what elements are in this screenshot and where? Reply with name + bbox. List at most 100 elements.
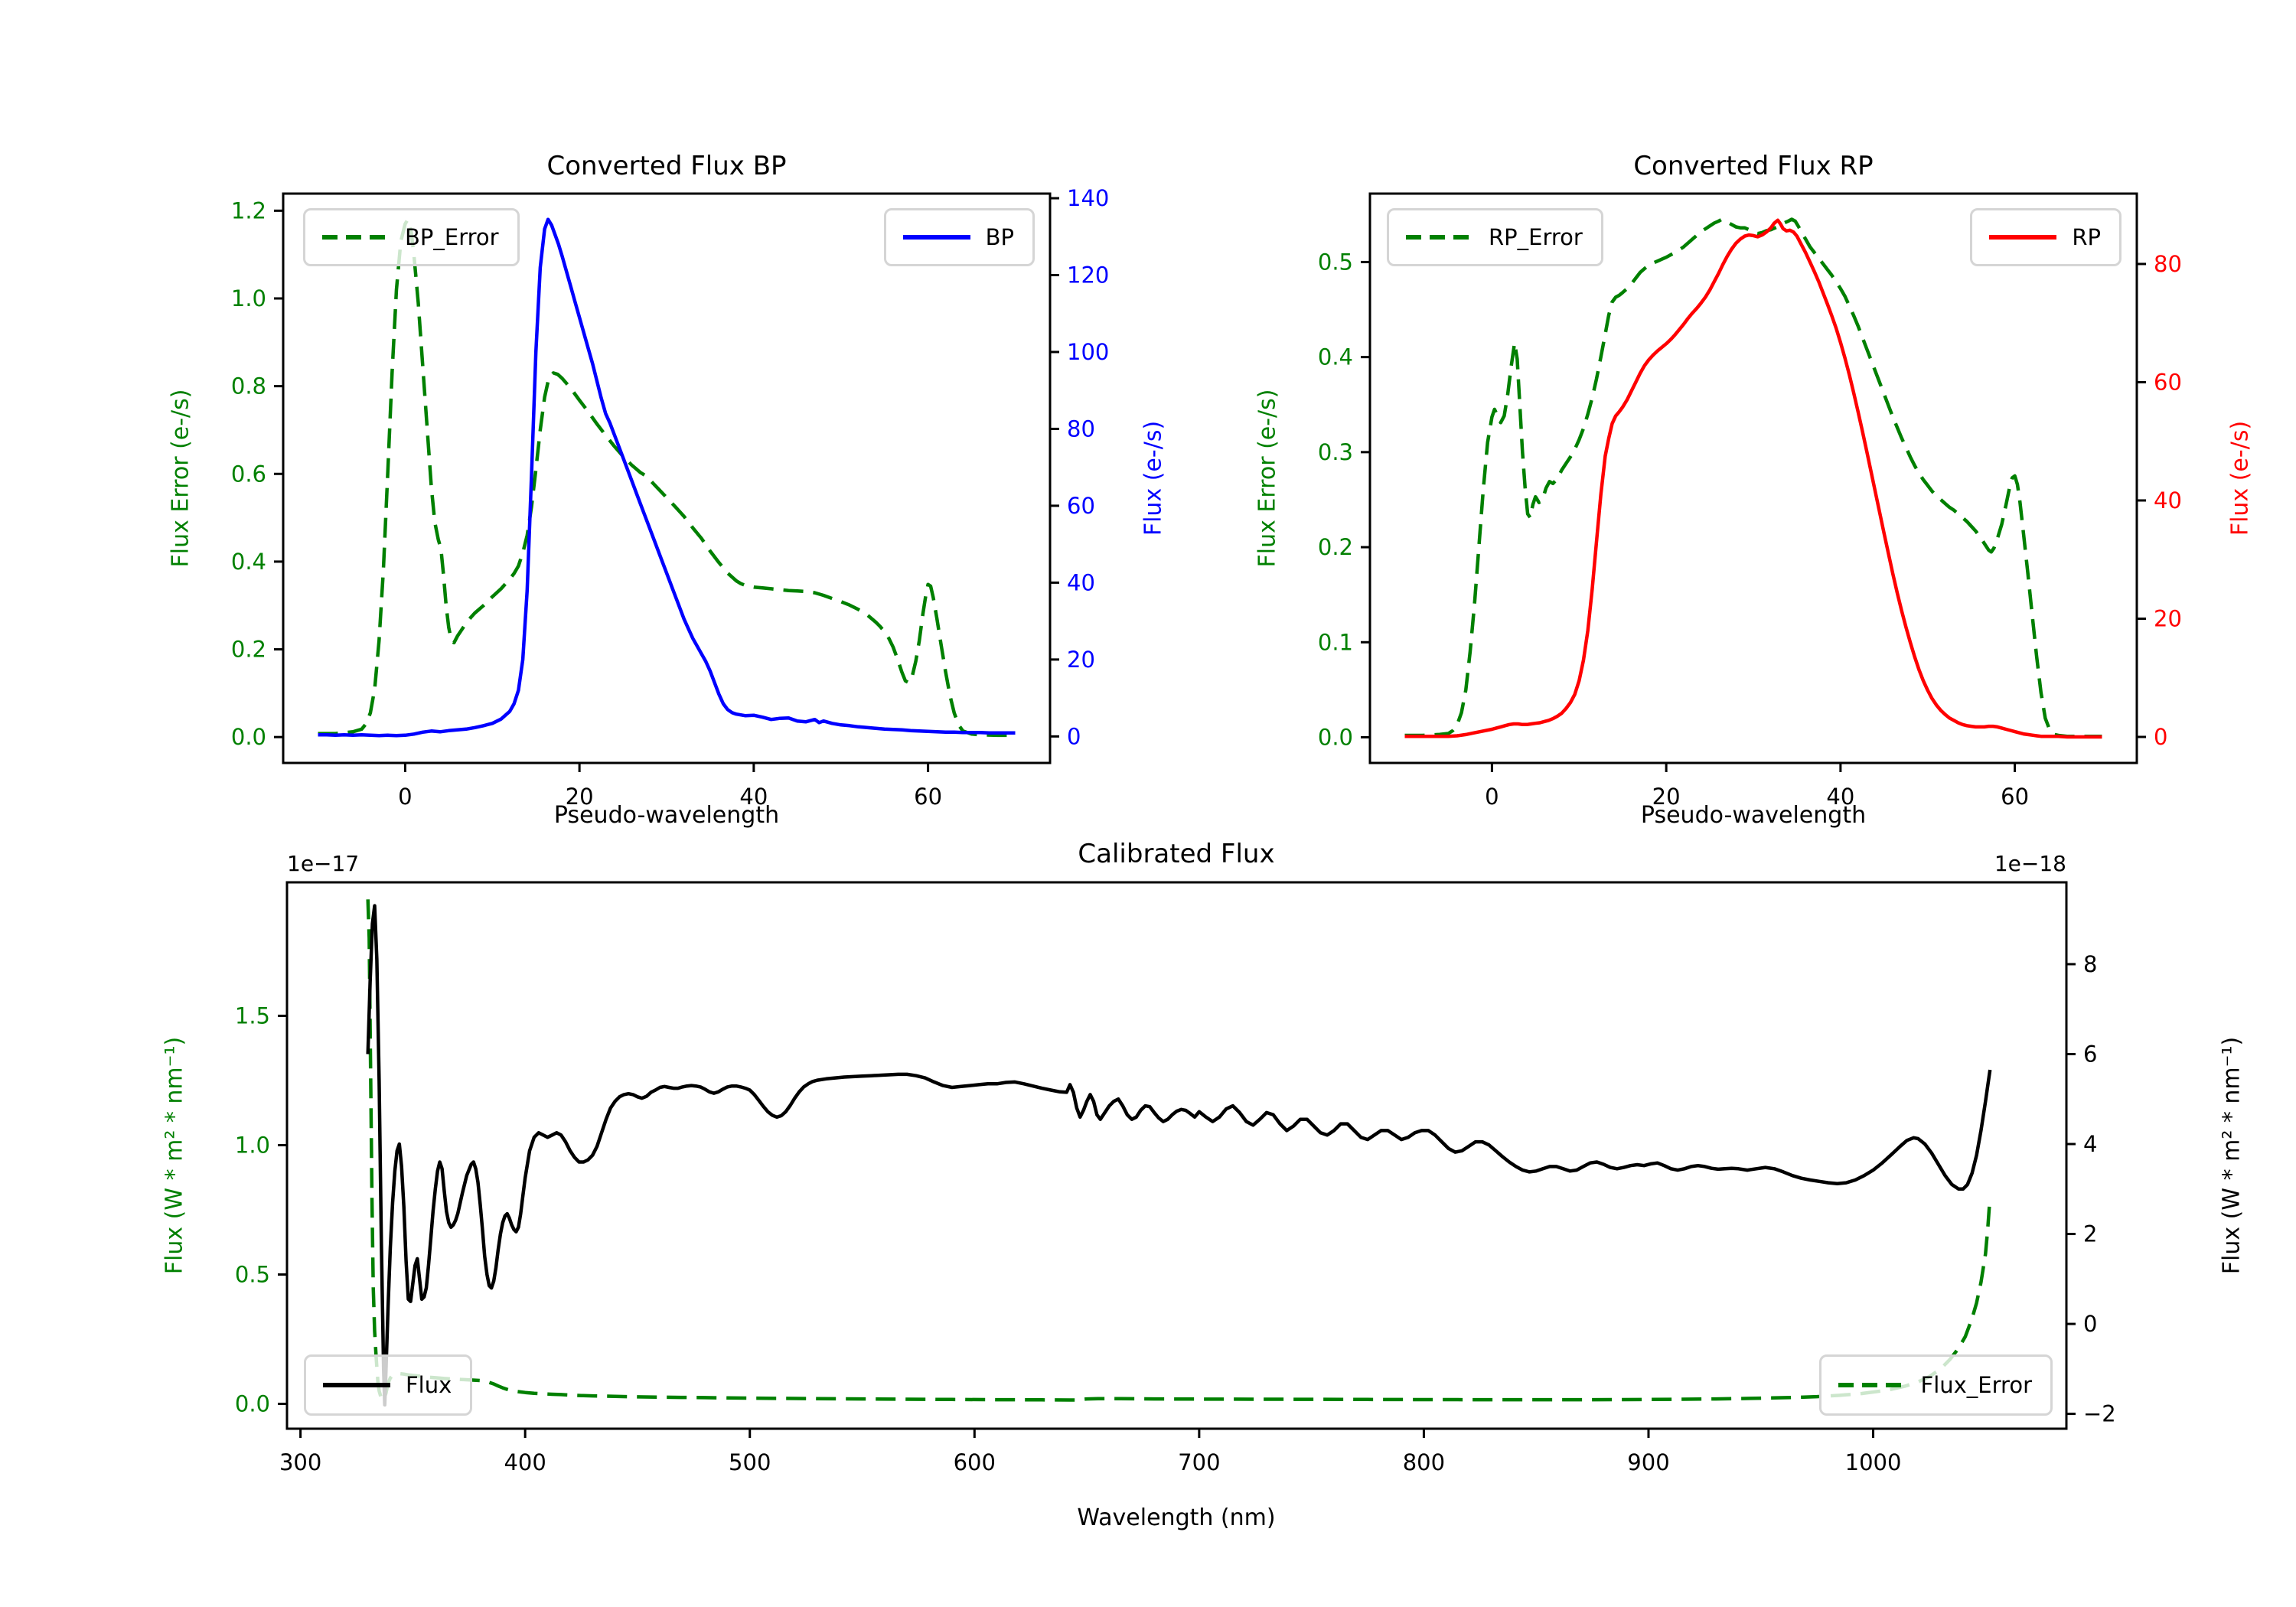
bp-curve <box>318 217 1016 738</box>
ylabel-bp-flux: Flux (e-/s) <box>1140 420 1167 536</box>
y-left-tick-label: 0.4 <box>1318 344 1353 370</box>
y-right-tick-label: 0 <box>2083 1311 2097 1337</box>
x-tick-label: 0 <box>398 784 412 810</box>
x-tick-label: 300 <box>279 1449 321 1475</box>
y-left-tick-label: 0.5 <box>235 1262 270 1288</box>
ylabel-cal-flux-right: Flux (W * m² * nm⁻¹) <box>2218 1036 2245 1275</box>
y-left-tick-label: 0.2 <box>231 637 266 663</box>
legend-label-flux: Flux <box>406 1372 452 1398</box>
legend-flux: Flux <box>304 1354 473 1416</box>
xlabel-bp-pseudo-wavelength: Pseudo-wavelength <box>553 802 780 829</box>
y-left-tick-label: 1.5 <box>235 1002 270 1028</box>
y-right-tick-label: 80 <box>1067 416 1095 442</box>
y-left-tick-label: 0.2 <box>1318 534 1353 560</box>
cal-flux-curve-layer <box>366 904 1992 1407</box>
y-left-tick-label: 0.8 <box>231 373 266 399</box>
y-right-tick-label: 20 <box>1067 647 1095 673</box>
y-right-tick-label: 60 <box>1067 493 1095 519</box>
legend-label-rp-error: RP_Error <box>1489 224 1583 250</box>
y-right-tick-label: −2 <box>2083 1401 2116 1427</box>
rp-axes-and-error-curve-layer: 0 20 40 60 0.0 0.1 0.2 0.3 0.4 0.5 0 20 40 60 80 <box>1318 192 2182 810</box>
y-right-tick-label: 2 <box>2083 1221 2097 1247</box>
y-left-tick-label: 0.5 <box>1318 249 1353 275</box>
bp-axes-and-error-curve-layer: 0 20 40 60 0.0 0.2 0.4 0.6 0.8 1.0 1.2 0 20 40 60 80 100… <box>231 185 1109 810</box>
y-right-tick-label: 40 <box>1067 569 1095 595</box>
rp-axes-frame <box>1368 192 2138 764</box>
y-right-tick-label: 20 <box>2154 605 2182 631</box>
ylabel-bp-flux-error: Flux Error (e-/s) <box>167 389 194 568</box>
y-left-tick-label: 1.2 <box>231 197 266 223</box>
x-tick-label: 60 <box>914 784 942 810</box>
ylabel-cal-flux-left: Flux (W * m² * nm⁻¹) <box>161 1036 188 1275</box>
x-tick-label: 400 <box>504 1449 546 1475</box>
title-calibrated-flux: Calibrated Flux <box>1078 839 1275 869</box>
x-tick-label: 800 <box>1403 1449 1445 1475</box>
x-tick-label: 900 <box>1627 1449 1669 1475</box>
y-right-tick-label: 8 <box>2083 951 2097 977</box>
legend-label-bp: BP <box>985 224 1014 250</box>
offset-text-1e-18: 1e−18 <box>1994 851 2066 876</box>
bp-flux-curve-layer <box>318 217 1016 738</box>
y-right-tick-label: 4 <box>2083 1131 2097 1157</box>
y-right-tick-label: 140 <box>1067 185 1109 211</box>
xlabel-cal-wavelength: Wavelength (nm) <box>1077 1504 1276 1531</box>
x-tick-label: 0 <box>1485 784 1499 810</box>
legend-bp-error: BP_Error <box>303 208 520 266</box>
bp-error-legend-line-icon <box>322 235 390 240</box>
legend-label-flux-error: Flux_Error <box>1920 1372 2032 1398</box>
flux-curve <box>366 904 1992 1407</box>
flux-error-legend-line-icon <box>1838 1383 1906 1387</box>
ylabel-rp-flux: Flux (e-/s) <box>2226 420 2254 536</box>
x-tick-label: 60 <box>2001 784 2029 810</box>
bp_error-curve <box>318 217 1016 738</box>
y-right-tick-label: 120 <box>1067 262 1109 288</box>
rp-flux-curve-layer <box>1404 218 2102 739</box>
y-left-tick-label: 0.4 <box>231 549 266 575</box>
legend-label-rp: RP <box>2072 224 2101 250</box>
flux-legend-line-icon <box>323 1383 390 1387</box>
y-left-tick-label: 0.0 <box>1318 724 1353 750</box>
bp-legend-line-icon <box>902 235 970 240</box>
offset-text-1e-17: 1e−17 <box>287 851 360 876</box>
legend-bp: BP <box>883 208 1035 266</box>
y-right-tick-label: 60 <box>2154 369 2182 395</box>
subplot-calibrated-flux: 300 400 500 600 700 800 900 1000 0.0 0.5 1.0 1.5 −2 0… <box>235 881 2116 1475</box>
y-right-tick-label: 80 <box>2154 251 2182 277</box>
rp_error-curve <box>1404 217 2102 738</box>
y-right-tick-label: 0 <box>1067 723 1081 749</box>
ylabel-rp-flux-error: Flux Error (e-/s) <box>1254 389 1281 568</box>
y-right-tick-label: 0 <box>2154 724 2167 750</box>
x-tick-label: 20 <box>1652 784 1681 810</box>
y-left-tick-label: 1.0 <box>235 1132 270 1158</box>
x-tick-label: 500 <box>729 1449 771 1475</box>
rp-legend-line-icon <box>1989 235 2057 240</box>
y-right-tick-label: 100 <box>1067 339 1109 365</box>
legend-rp-error: RP_Error <box>1387 208 1603 266</box>
y-right-tick-label: 40 <box>2154 487 2182 513</box>
rp-curve <box>1404 218 2102 739</box>
y-left-tick-label: 0.1 <box>1318 629 1353 655</box>
cal-axes-frame <box>285 881 2068 1430</box>
xlabel-rp-pseudo-wavelength: Pseudo-wavelength <box>1640 802 1867 829</box>
subplot-converted-flux-bp: 0 20 40 60 0.0 0.2 0.4 0.6 0.8 1.0 1.2 0 20 40 60 80 100… <box>231 185 1109 810</box>
y-left-tick-label: 1.0 <box>231 285 266 311</box>
y-left-tick-label: 0.0 <box>231 724 266 750</box>
subplot-converted-flux-rp: 0 20 40 60 0.0 0.1 0.2 0.3 0.4 0.5 0 20 40 60 80 RP_Er… <box>1318 192 2182 810</box>
x-tick-label: 40 <box>739 784 768 810</box>
cal-axes-and-error-curve-layer: 300 400 500 600 700 800 900 1000 0.0 0.5 1.0 1.5 −2 0… <box>235 881 2116 1475</box>
x-tick-label: 20 <box>566 784 594 810</box>
legend-flux-error: Flux_Error <box>1818 1354 2053 1416</box>
legend-rp: RP <box>1970 208 2122 266</box>
title-converted-flux-rp: Converted Flux RP <box>1633 151 1874 181</box>
x-tick-label: 700 <box>1178 1449 1220 1475</box>
x-tick-label: 40 <box>1826 784 1854 810</box>
y-left-tick-label: 0.6 <box>231 461 266 487</box>
x-tick-label: 600 <box>954 1449 996 1475</box>
y-right-tick-label: 6 <box>2083 1041 2097 1067</box>
bp-axes-frame <box>282 192 1052 764</box>
title-converted-flux-bp: Converted Flux BP <box>546 151 787 181</box>
rp-error-legend-line-icon <box>1406 235 1473 240</box>
y-left-tick-label: 0.3 <box>1318 439 1353 465</box>
x-tick-label: 1000 <box>1845 1449 1902 1475</box>
